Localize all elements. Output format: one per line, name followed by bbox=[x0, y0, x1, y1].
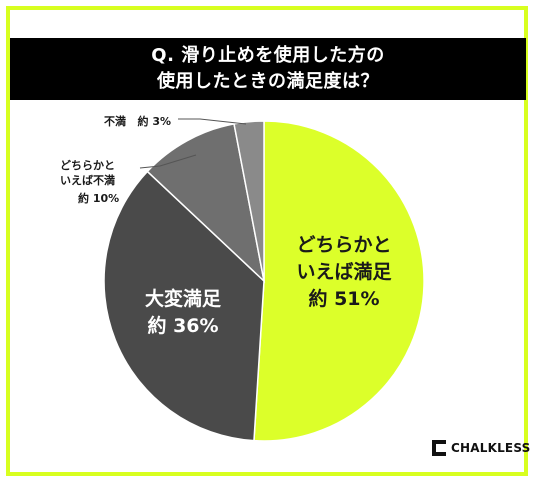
label-satisfied-somewhat-line2: いえば満足 bbox=[296, 261, 392, 283]
title-line-2: 使用したときの満足度は？ bbox=[157, 71, 379, 92]
label-satisfied-somewhat-pct: 約 51% bbox=[308, 288, 380, 310]
label-unsatisfied-somewhat-line2: いえば不満 bbox=[60, 174, 115, 187]
title-line-1: Q. 滑り止めを使用した方の bbox=[151, 45, 385, 66]
label-unsatisfied: 不満 約 3% bbox=[104, 114, 171, 129]
title-banner: Q. 滑り止めを使用した方の 使用したときの満足度は？ bbox=[10, 38, 526, 100]
label-unsatisfied-somewhat-line1: どちらかと bbox=[60, 159, 115, 172]
label-unsatisfied-text: 不満 bbox=[104, 115, 126, 128]
brand-name: CHALKLESS bbox=[451, 441, 531, 455]
label-very-satisfied-pct: 約 36% bbox=[147, 315, 219, 337]
label-unsatisfied-pct: 約 3% bbox=[137, 115, 172, 128]
chalkless-logo-icon bbox=[432, 440, 446, 456]
leader-line-unsatisfied bbox=[178, 118, 247, 125]
label-satisfied-somewhat-line1: どちらかと bbox=[296, 234, 392, 256]
brand-logo: CHALKLESS bbox=[430, 438, 530, 458]
label-very-satisfied-line1: 大変満足 bbox=[144, 288, 221, 310]
label-very-satisfied: 大変満足 約 36% bbox=[128, 286, 238, 340]
label-satisfied-somewhat: どちらかと いえば満足 約 51% bbox=[278, 232, 410, 313]
label-unsatisfied-somewhat: どちらかと いえば不満 約 10% bbox=[60, 158, 119, 206]
leader-line-unsatisfied-somewhat bbox=[139, 154, 197, 169]
pie-slice-2 bbox=[103, 170, 265, 442]
pie-slice-1 bbox=[253, 120, 425, 442]
label-unsatisfied-somewhat-pct: 約 10% bbox=[78, 192, 120, 205]
pie-slice-3 bbox=[146, 122, 266, 284]
outer-frame bbox=[6, 6, 528, 476]
pie-slice-4 bbox=[233, 120, 265, 282]
